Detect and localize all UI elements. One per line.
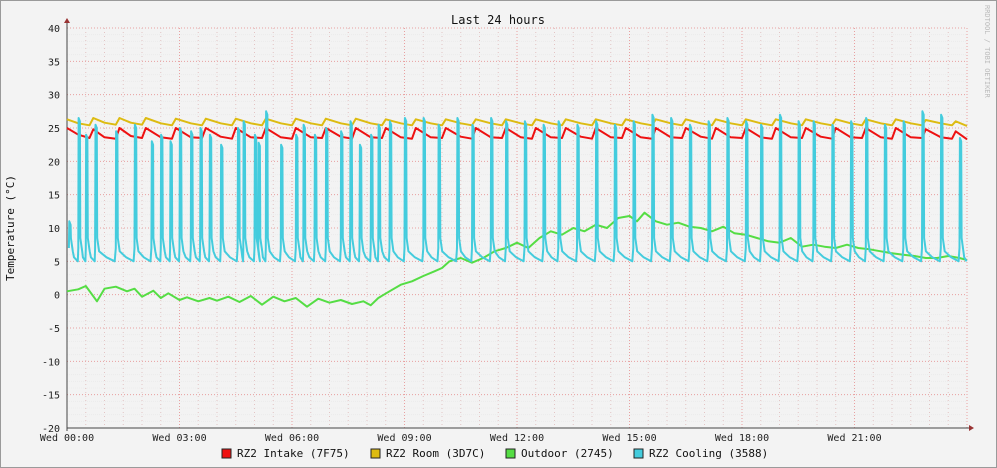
x-tick-label: Wed 12:00 — [490, 433, 544, 444]
y-axis-arrow-icon — [64, 18, 70, 23]
legend: RZ2 Intake (7F75) RZ2 Room (3D7C) Outdoor … — [221, 447, 768, 460]
chart-title: Last 24 hours — [451, 13, 545, 27]
axes — [64, 18, 974, 431]
y-tick-label: 20 — [48, 157, 60, 168]
legend-swatch — [505, 448, 516, 459]
y-tick-label: -20 — [42, 424, 60, 435]
y-tick-label: 5 — [54, 257, 60, 268]
x-tick-label: Wed 00:00 — [40, 433, 94, 444]
legend-label: Outdoor (2745) — [521, 447, 614, 460]
series-line-3 — [67, 110, 968, 263]
x-tick-labels: Wed 00:00 Wed 03:00 Wed 06:00 Wed 09:00 Wed … — [40, 433, 882, 444]
y-tick-label: 10 — [48, 224, 60, 235]
y-tick-label: 35 — [48, 57, 60, 68]
rrdtool-watermark: RRDTOOL / TOBI OETIKER — [983, 5, 991, 99]
y-tick-label: 15 — [48, 191, 60, 202]
series-lines — [66, 110, 968, 308]
legend-label: RZ2 Intake (7F75) — [237, 447, 350, 460]
x-axis-arrow-icon — [969, 425, 974, 431]
x-tick-label: Wed 06:00 — [265, 433, 319, 444]
x-tick-label: Wed 21:00 — [827, 433, 881, 444]
y-tick-labels: 40 35 30 25 20 15 10 5 0 -5 -10 -15 -20 — [42, 24, 60, 435]
y-tick-label: 0 — [54, 291, 60, 302]
legend-label: RZ2 Cooling (3588) — [649, 447, 768, 460]
y-tick-label: -10 — [42, 357, 60, 368]
legend-swatch — [633, 448, 644, 459]
legend-swatch — [221, 448, 232, 459]
series-line-2 — [66, 211, 968, 308]
y-tick-label: -5 — [48, 324, 60, 335]
x-tick-label: Wed 15:00 — [602, 433, 656, 444]
y-tick-label: 40 — [48, 24, 60, 35]
y-tick-label: 30 — [48, 91, 60, 102]
legend-swatch — [370, 448, 381, 459]
y-tick-label: -15 — [42, 391, 60, 402]
x-tick-label: Wed 18:00 — [715, 433, 769, 444]
series-line-0 — [66, 127, 968, 141]
x-tick-label: Wed 09:00 — [377, 433, 431, 444]
x-tick-label: Wed 03:00 — [152, 433, 206, 444]
y-tick-label: 25 — [48, 124, 60, 135]
legend-label: RZ2 Room (3D7C) — [386, 447, 485, 460]
y-axis-label: Temperature (°C) — [4, 175, 17, 281]
series-line-1 — [66, 117, 968, 127]
